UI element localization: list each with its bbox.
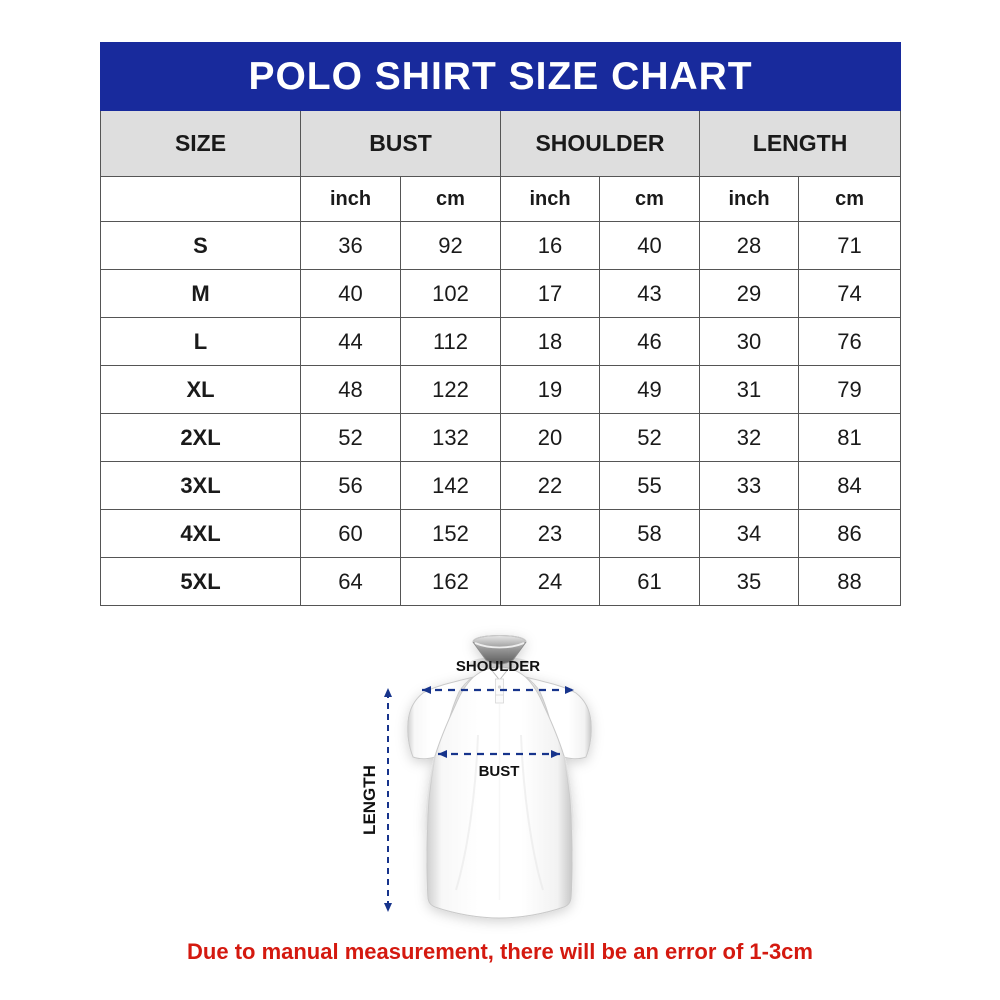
svg-text:SHOULDER: SHOULDER	[456, 658, 540, 675]
svg-text:LENGTH: LENGTH	[360, 765, 379, 835]
svg-text:BUST: BUST	[479, 763, 520, 780]
